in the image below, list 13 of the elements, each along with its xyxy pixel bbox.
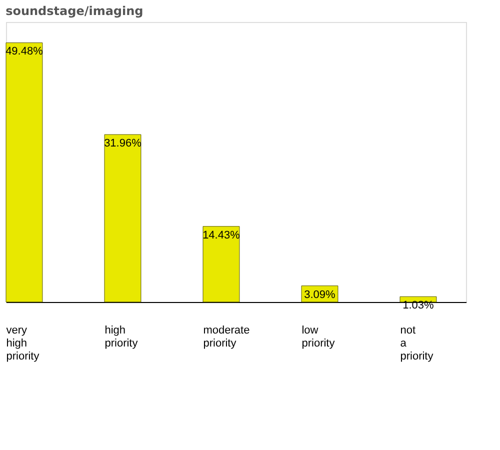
bar [104, 134, 142, 302]
x-tick-label: low priority [302, 324, 336, 350]
x-tick-label: very high priority [6, 324, 40, 362]
data-label: 3.09% [304, 288, 336, 301]
data-label: 14.43% [202, 229, 240, 242]
data-label: 31.96% [104, 138, 142, 150]
chart-title: soundstage/imaging [6, 4, 144, 18]
x-tick-label: moderate priority [203, 324, 250, 350]
bar [202, 226, 240, 302]
x-tick-label: high priority [104, 324, 138, 350]
bar [400, 296, 437, 302]
bar [6, 42, 43, 302]
x-tick-label: not a priority [400, 324, 434, 362]
